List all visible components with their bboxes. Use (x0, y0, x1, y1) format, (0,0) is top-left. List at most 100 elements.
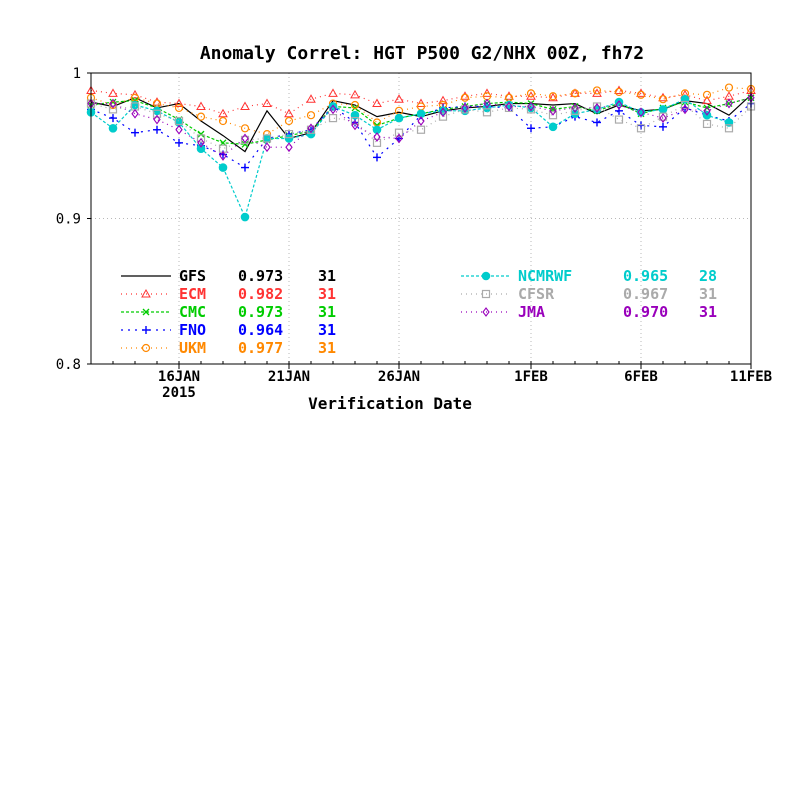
data-point (328, 88, 338, 97)
data-point (548, 92, 558, 101)
data-point (658, 112, 668, 121)
legend-mean: 0.970 (623, 303, 668, 321)
data-point (240, 101, 250, 110)
data-point (284, 116, 294, 126)
data-point (636, 88, 646, 97)
data-point (351, 118, 359, 127)
data-point (394, 128, 404, 137)
legend-mean: 0.973 (238, 303, 283, 321)
legend-count: 28 (699, 267, 717, 285)
data-point (614, 85, 624, 94)
data-point (548, 111, 558, 120)
data-point (481, 271, 491, 281)
data-point (240, 135, 250, 145)
legend-mean: 0.973 (238, 267, 283, 285)
data-point (615, 106, 623, 115)
data-point (504, 91, 514, 100)
data-point (373, 132, 381, 142)
legend-item-ncmrwf: NCMRWF 0.965 28 (461, 267, 717, 285)
data-point (240, 212, 250, 222)
data-point (131, 108, 139, 119)
data-point (329, 104, 337, 115)
data-point (527, 124, 535, 133)
data-point (350, 89, 360, 99)
legend-mean: 0.965 (623, 267, 668, 285)
data-point (285, 142, 293, 153)
data-point (724, 83, 734, 92)
y-tick-label: 0.9 (56, 212, 81, 228)
data-point (394, 113, 404, 123)
data-point (174, 103, 184, 113)
data-point (439, 107, 447, 118)
data-point (592, 102, 602, 111)
data-point (438, 95, 448, 105)
data-point (593, 103, 601, 113)
x-tick-label: 26JAN (378, 369, 420, 385)
data-point (680, 100, 690, 110)
data-point (108, 123, 118, 133)
data-point (153, 125, 161, 134)
data-point (372, 138, 382, 147)
data-point (681, 104, 689, 115)
data-point (614, 87, 624, 97)
data-point (548, 122, 558, 132)
data-point (460, 91, 470, 100)
data-point (284, 130, 294, 139)
data-point (636, 124, 646, 133)
data-point (372, 98, 382, 108)
x-tick-label: 6FEB (624, 369, 658, 385)
data-point (196, 112, 206, 121)
data-point (284, 134, 294, 143)
data-point (526, 89, 536, 98)
data-point (350, 100, 360, 110)
data-point (482, 307, 490, 317)
x-tick-label: 16JAN (158, 369, 200, 385)
data-point (241, 140, 249, 148)
data-point (131, 128, 139, 137)
series-line (90, 86, 752, 135)
data-point (130, 100, 140, 110)
data-point (571, 103, 579, 113)
chart-title: Anomaly Correl: HGT P500 G2/NHX 00Z, fh7… (200, 43, 644, 64)
legend-mean: 0.982 (238, 285, 283, 303)
data-point (526, 105, 536, 114)
data-point (306, 129, 316, 139)
data-point (175, 138, 183, 147)
x-tick-label: 1FEB (514, 369, 548, 385)
data-point (570, 89, 580, 98)
data-point (241, 133, 249, 144)
legend-series-name: GFS (179, 267, 206, 285)
legend-count: 31 (699, 303, 717, 321)
data-point (527, 101, 535, 112)
y-axis: 0.8 0.9 1 (56, 66, 91, 373)
legend-mean: 0.967 (623, 285, 668, 303)
data-point (702, 119, 712, 129)
data-point (142, 308, 150, 316)
legend: GFS 0.973 31 ECM 0.982 31 CMC 0.973 31 FNO 0.964 31… (121, 267, 717, 357)
legend-count: 31 (318, 303, 336, 321)
data-point (219, 151, 227, 161)
legend-item-cmc: CMC 0.973 31 (121, 303, 336, 321)
data-point (174, 116, 184, 126)
data-point (109, 98, 117, 109)
data-point-stroke (241, 140, 249, 148)
legend-series-name: UKM (179, 339, 206, 357)
data-point (351, 120, 359, 131)
data-point (505, 101, 513, 112)
data-point (482, 108, 492, 117)
data-point (218, 116, 228, 126)
data-point (504, 103, 514, 113)
legend-item-fno: FNO 0.964 31 (121, 321, 336, 339)
data-point (483, 98, 491, 109)
data-point (108, 105, 118, 114)
x-tick-sublabel: 2015 (162, 385, 196, 401)
data-point (395, 133, 403, 144)
legend-item-cfsr: CFSR 0.967 31 (461, 285, 717, 303)
data-point (152, 109, 162, 118)
legend-item-ecm: ECM 0.982 31 (121, 285, 336, 303)
data-point (218, 108, 228, 118)
data-point (307, 123, 315, 134)
legend-count: 31 (318, 339, 336, 357)
data-point (460, 93, 470, 102)
